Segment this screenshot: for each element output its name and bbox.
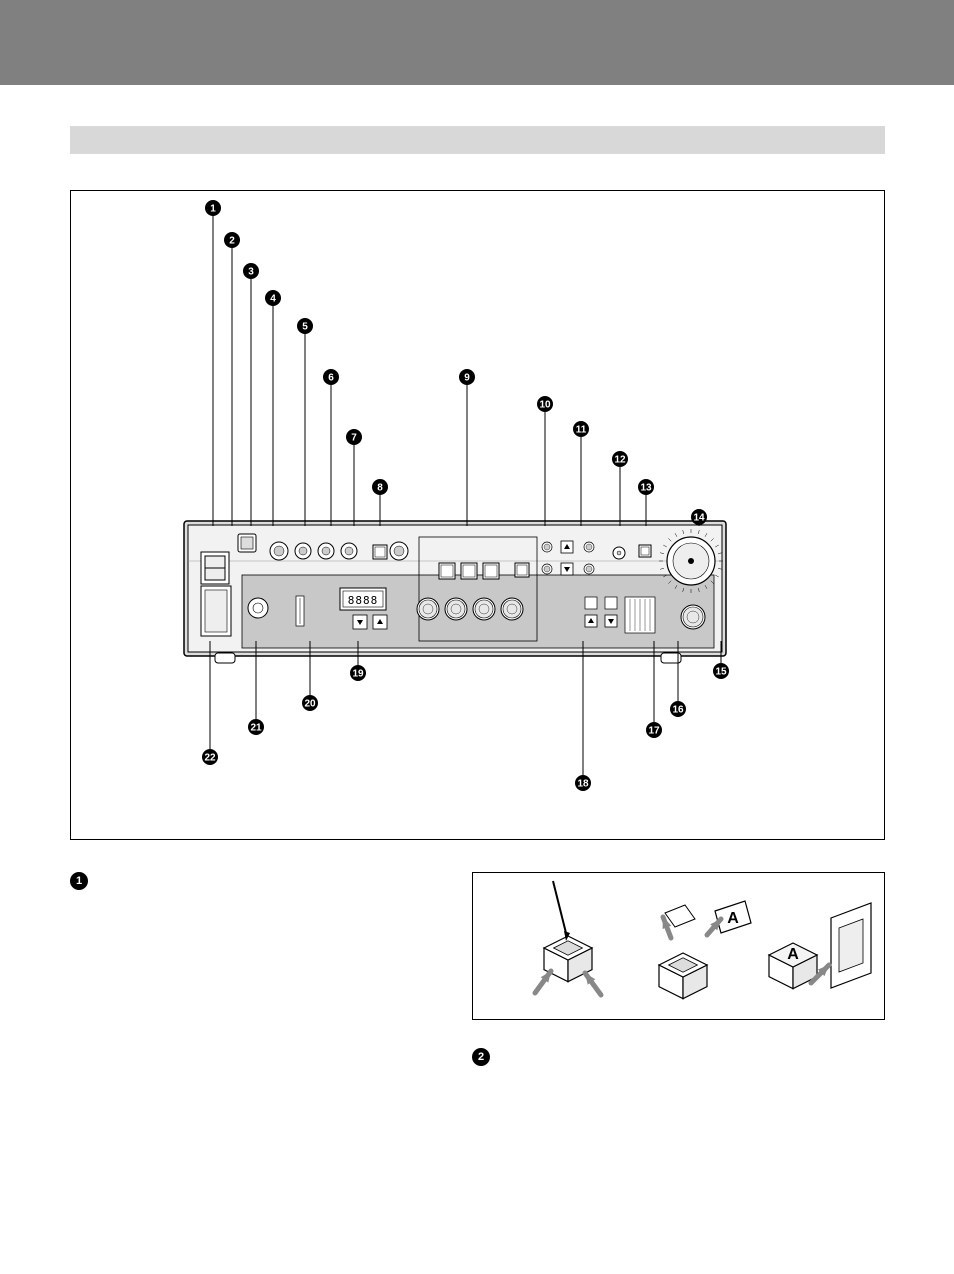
equipment-panel-drawing: 888812345678910111213141516171819202122 bbox=[71, 191, 886, 841]
svg-text:22: 22 bbox=[204, 753, 216, 764]
callout-15: 15 bbox=[713, 663, 729, 679]
svg-text:2: 2 bbox=[229, 236, 235, 247]
callout-8: 8 bbox=[372, 479, 388, 495]
callout-1: 1 bbox=[205, 200, 221, 216]
svg-text:16: 16 bbox=[672, 705, 684, 716]
callout-7: 7 bbox=[346, 429, 362, 445]
callout-19: 19 bbox=[350, 665, 366, 681]
callout-3: 3 bbox=[243, 263, 259, 279]
svg-text:12: 12 bbox=[614, 455, 626, 466]
inset-illustration: AA bbox=[472, 872, 885, 1020]
svg-text:18: 18 bbox=[577, 779, 589, 790]
callout-10: 10 bbox=[537, 396, 553, 412]
sub-header-bar bbox=[70, 126, 885, 154]
callout-21: 21 bbox=[248, 719, 264, 735]
callout-12: 12 bbox=[612, 451, 628, 467]
svg-text:21: 21 bbox=[250, 723, 262, 734]
footnote-marker-2: 2 bbox=[472, 1048, 490, 1066]
callout-22: 22 bbox=[202, 749, 218, 765]
svg-text:5: 5 bbox=[302, 322, 308, 333]
svg-text:14: 14 bbox=[693, 513, 705, 524]
callout-11: 11 bbox=[573, 421, 589, 437]
svg-text:19: 19 bbox=[352, 669, 364, 680]
footnote-marker-1: 1 bbox=[70, 872, 88, 890]
svg-text:7: 7 bbox=[351, 433, 357, 444]
svg-text:9: 9 bbox=[464, 373, 470, 384]
svg-text:A: A bbox=[787, 946, 799, 963]
callout-14: 14 bbox=[691, 509, 707, 525]
svg-text:13: 13 bbox=[640, 483, 652, 494]
callout-20: 20 bbox=[302, 695, 318, 711]
svg-text:11: 11 bbox=[576, 425, 587, 436]
svg-text:15: 15 bbox=[715, 667, 727, 678]
callout-17: 17 bbox=[646, 722, 662, 738]
svg-text:6: 6 bbox=[328, 373, 334, 384]
header-bar bbox=[0, 0, 954, 85]
svg-text:1: 1 bbox=[210, 204, 216, 215]
svg-text:20: 20 bbox=[304, 699, 316, 710]
callout-5: 5 bbox=[297, 318, 313, 334]
svg-text:17: 17 bbox=[648, 726, 660, 737]
diagram-container: 888812345678910111213141516171819202122 bbox=[70, 190, 885, 840]
callout-6: 6 bbox=[323, 369, 339, 385]
svg-text:3: 3 bbox=[248, 267, 254, 278]
callout-2: 2 bbox=[224, 232, 240, 248]
callout-9: 9 bbox=[459, 369, 475, 385]
callout-16: 16 bbox=[670, 701, 686, 717]
svg-text:4: 4 bbox=[270, 294, 276, 305]
callout-18: 18 bbox=[575, 775, 591, 791]
svg-text:8: 8 bbox=[377, 483, 383, 494]
svg-text:A: A bbox=[727, 910, 739, 927]
button-cap-illustration: AA bbox=[473, 873, 886, 1021]
callout-13: 13 bbox=[638, 479, 654, 495]
callout-4: 4 bbox=[265, 290, 281, 306]
svg-text:8888: 8888 bbox=[348, 594, 379, 607]
svg-text:10: 10 bbox=[539, 400, 551, 411]
